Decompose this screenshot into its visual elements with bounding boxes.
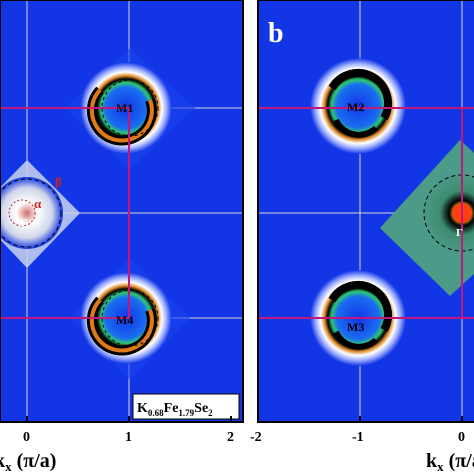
left-tick-1: 1 xyxy=(125,430,132,445)
m3-label: M3 xyxy=(347,320,364,334)
right-tick-1: -1 xyxy=(352,430,364,445)
left-panel-frame xyxy=(0,0,244,423)
left-tick-0: 0 xyxy=(23,430,30,445)
compound-k: K xyxy=(137,401,148,416)
compound-label: K0.68Fe1.79Se2 xyxy=(132,393,240,420)
compound-k-sub: 0.68 xyxy=(148,408,164,418)
compound-fe: Fe xyxy=(164,401,179,416)
right-bz-boundary xyxy=(258,107,474,319)
m1-label: M1 xyxy=(116,101,133,115)
left-bz-boundary xyxy=(0,107,130,319)
right-tick-marks xyxy=(257,416,463,422)
right-tick-2: 0 xyxy=(458,430,465,445)
right-tick-0: -2 xyxy=(250,430,262,445)
left-tick-2: 2 xyxy=(227,430,234,445)
m2-spot xyxy=(310,58,406,154)
left-tick-marks xyxy=(26,416,232,422)
m4-label: M4 xyxy=(116,313,133,327)
gamma-spot-left xyxy=(0,160,80,268)
m2-label: M2 xyxy=(347,100,364,114)
svg-text:K0.68Fe1.79Se2: K0.68Fe1.79Se2 xyxy=(137,401,213,418)
right-x-axis-label: kx (π/a) xyxy=(426,450,474,474)
compound-se: Se xyxy=(194,401,208,416)
alpha-label: α xyxy=(34,196,42,211)
gamma-label-left: Γ xyxy=(20,217,27,229)
right-panel-frame xyxy=(257,0,474,423)
compound-se-sub: 2 xyxy=(208,408,213,418)
left-x-axis-label: kx (π/a) xyxy=(0,450,56,474)
beta-label: β xyxy=(55,174,62,189)
left-panel: M1 M4 α β Γ K0.68Fe1.79Se2 xyxy=(0,0,243,422)
gamma-label-right: Γ xyxy=(456,227,463,239)
right-panel: M2 M3 Γ b xyxy=(258,0,474,422)
compound-fe-sub: 1.79 xyxy=(178,408,194,418)
panel-b-label: b xyxy=(268,18,284,49)
